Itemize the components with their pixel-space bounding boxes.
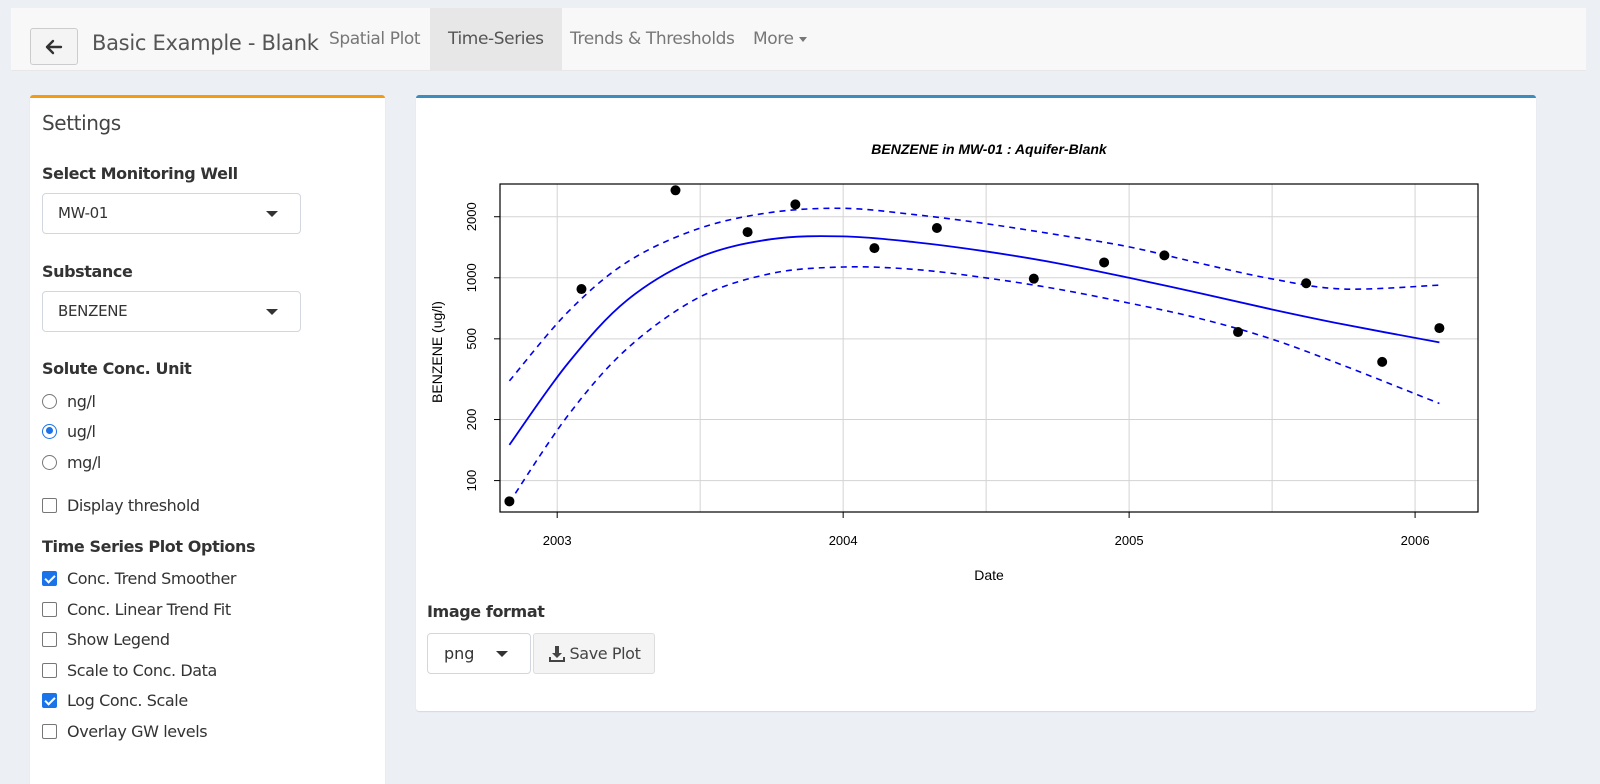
caret-down-icon [798, 36, 807, 42]
time-series-chart: BENZENE in MW-01 : Aquifer-Blank Date BE… [429, 141, 1479, 583]
back-button[interactable] [30, 28, 78, 65]
checkbox[interactable] [42, 723, 57, 739]
settings-title: Settings [42, 111, 121, 135]
ts-options-label: Time Series Plot Options [42, 537, 256, 556]
x-tick-label: 2003 [543, 533, 572, 548]
substance-label: Substance [42, 262, 133, 281]
x-tick-label: 2004 [829, 533, 858, 548]
tab-more-label: More [753, 29, 794, 49]
dropdown-arrow-icon [266, 309, 278, 315]
unit-option-label: mg/l [67, 452, 101, 472]
x-tick-label: 2006 [1401, 533, 1430, 548]
data-point [1028, 273, 1039, 284]
well-select-value: MW-01 [58, 204, 109, 222]
checkbox-label: Conc. Linear Trend Fit [67, 599, 231, 619]
checkbox[interactable] [42, 631, 57, 647]
unit-label: Solute Conc. Unit [42, 359, 192, 378]
option-linear-trend-fit[interactable]: Conc. Linear Trend Fit [42, 598, 231, 620]
lower-confidence-line [508, 266, 1440, 503]
unit-radio-mg[interactable]: mg/l [42, 451, 101, 473]
app-title: Basic Example - Blank [92, 31, 319, 55]
series [508, 207, 1440, 503]
x-axis-label: Date [974, 567, 1004, 583]
data-point [504, 496, 515, 507]
download-icon [548, 645, 565, 662]
checkbox-label: Show Legend [67, 629, 170, 649]
checkbox[interactable] [42, 601, 57, 617]
image-format-value: png [444, 644, 475, 663]
well-label: Select Monitoring Well [42, 164, 238, 183]
radio-button[interactable] [42, 423, 57, 439]
checkbox-label: Conc. Trend Smoother [67, 568, 237, 588]
trend-smoother-line [508, 235, 1440, 446]
unit-option-label: ug/l [67, 421, 96, 441]
arrow-left-icon [45, 39, 63, 54]
axes: 2003 2004 2005 2006 100 200 500 1000 2000 [464, 202, 1430, 548]
data-points [504, 185, 1445, 507]
option-trend-smoother[interactable]: Conc. Trend Smoother [42, 567, 237, 589]
checkbox[interactable] [42, 497, 57, 513]
substance-select-value: BENZENE [58, 302, 128, 320]
checkbox[interactable] [42, 662, 57, 678]
dropdown-arrow-icon [266, 211, 278, 217]
unit-option-label: ng/l [67, 391, 96, 411]
save-plot-label: Save Plot [569, 644, 641, 663]
image-format-label: Image format [427, 602, 545, 621]
data-point [670, 185, 681, 196]
checkbox-label: Scale to Conc. Data [67, 660, 217, 680]
data-point [1233, 327, 1244, 338]
tab-spatial-plot[interactable]: Spatial Plot [329, 29, 421, 49]
y-tick-label: 1000 [464, 263, 479, 292]
data-point [869, 243, 880, 254]
y-tick-label: 200 [464, 409, 479, 431]
grid [500, 184, 1478, 512]
checkbox-label: Display threshold [67, 495, 200, 515]
checkbox[interactable] [42, 692, 57, 708]
checkbox[interactable] [42, 570, 57, 586]
well-select[interactable]: MW-01 [42, 193, 301, 234]
x-tick-label: 2005 [1115, 533, 1144, 548]
y-tick-label: 2000 [464, 202, 479, 231]
tab-trends-thresholds[interactable]: Trends & Thresholds [570, 29, 735, 49]
unit-radio-ug[interactable]: ug/l [42, 420, 96, 442]
y-tick-label: 100 [464, 470, 479, 492]
data-point [576, 284, 587, 295]
plot-panel: BENZENE in MW-01 : Aquifer-Blank Date BE… [416, 95, 1536, 711]
top-navbar: Basic Example - Blank Spatial Plot Time-… [11, 8, 1586, 71]
option-overlay-gw[interactable]: Overlay GW levels [42, 720, 208, 742]
save-plot-button[interactable]: Save Plot [533, 633, 655, 674]
unit-radio-ng[interactable]: ng/l [42, 390, 96, 412]
data-point [1377, 356, 1388, 367]
data-point [931, 222, 942, 233]
data-point [1099, 257, 1110, 268]
dropdown-arrow-icon [496, 651, 508, 657]
option-log-scale[interactable]: Log Conc. Scale [42, 689, 188, 711]
upper-confidence-line [508, 207, 1440, 382]
data-point [790, 199, 801, 210]
tab-time-series[interactable]: Time-Series [430, 8, 562, 71]
chart-title: BENZENE in MW-01 : Aquifer-Blank [871, 141, 1108, 157]
data-point [1159, 250, 1170, 261]
settings-panel: Settings Select Monitoring Well MW-01 Su… [30, 95, 385, 784]
data-point [1301, 278, 1312, 289]
radio-button[interactable] [42, 454, 57, 470]
y-tick-label: 500 [464, 328, 479, 350]
y-axis-label: BENZENE (ug/l) [429, 301, 445, 403]
display-threshold-checkbox[interactable]: Display threshold [42, 494, 200, 516]
radio-button[interactable] [42, 393, 57, 409]
option-scale-to-data[interactable]: Scale to Conc. Data [42, 659, 217, 681]
checkbox-label: Overlay GW levels [67, 721, 208, 741]
tab-more-dropdown[interactable]: More [735, 8, 825, 71]
substance-select[interactable]: BENZENE [42, 291, 301, 332]
option-show-legend[interactable]: Show Legend [42, 628, 170, 650]
data-point [1434, 323, 1445, 334]
image-format-select[interactable]: png [427, 633, 531, 674]
checkbox-label: Log Conc. Scale [67, 690, 188, 710]
data-point [742, 227, 753, 238]
plot-frame [499, 183, 1479, 513]
